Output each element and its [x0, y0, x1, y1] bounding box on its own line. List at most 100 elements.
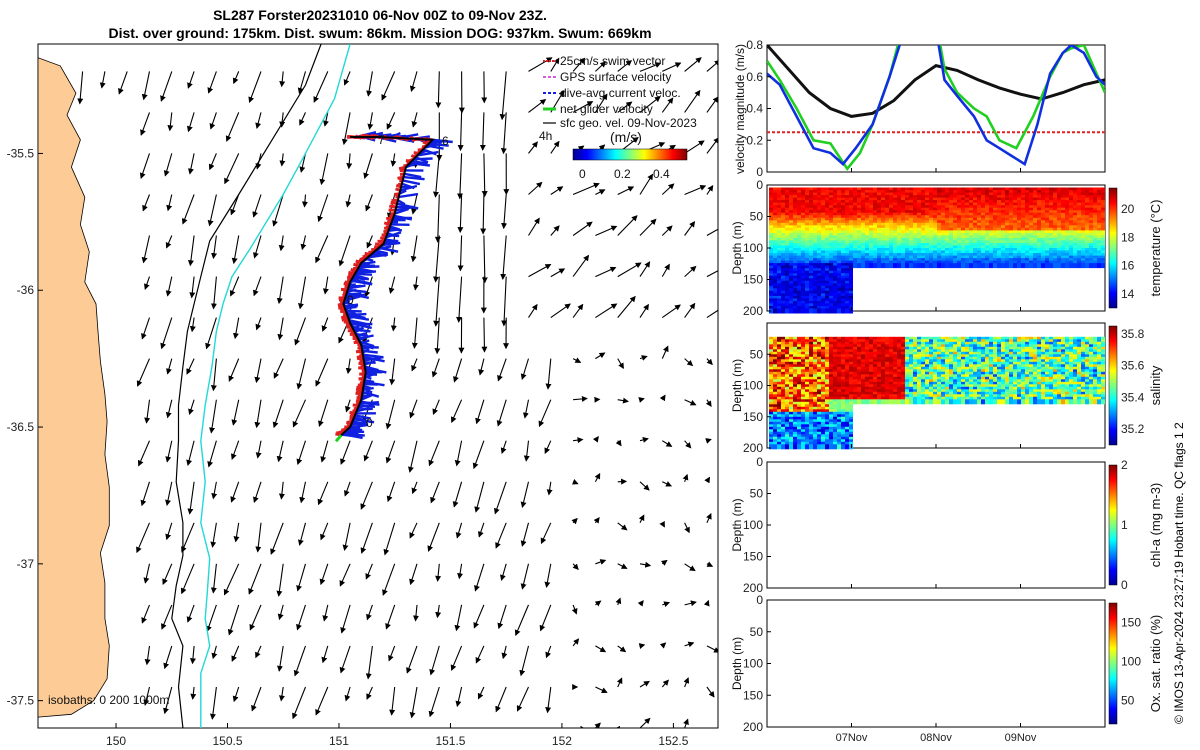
- temperature-section-cell: [1001, 215, 1005, 221]
- temperature-section-cell: [797, 253, 801, 258]
- temperature-section-cell: [809, 303, 813, 309]
- dive-avg-current-vector: [432, 138, 453, 144]
- temperature-section-cell: [1053, 240, 1057, 246]
- temperature-section-cell: [825, 303, 829, 309]
- temperature-section-cell: [933, 190, 937, 195]
- temperature-section-cells: [769, 187, 1105, 314]
- current-vector-arrow: [433, 276, 440, 327]
- dive-avg-current-vector: [356, 407, 369, 413]
- dive-avg-current-vector: [357, 403, 374, 409]
- current-vector-arrow: [292, 686, 307, 720]
- dive-avg-current-vector: [354, 326, 365, 334]
- temperature-section-cell: [777, 190, 781, 195]
- current-vector-arrow: [520, 358, 530, 380]
- temperature-section-cell: [857, 215, 861, 221]
- temperature-section-cell: [965, 227, 969, 233]
- current-vector-arrow: [703, 599, 710, 607]
- temperature-section-cell: [1029, 190, 1033, 195]
- current-vector-arrow: [232, 686, 240, 703]
- temperature-section-cell: [809, 215, 813, 221]
- temperature-section-cell: [797, 308, 801, 314]
- dive-avg-current-vector: [363, 382, 378, 386]
- temperature-section-cell: [885, 253, 889, 258]
- temperature-section-cell: [873, 240, 877, 246]
- temperature-section-cell: [801, 290, 805, 296]
- current-vector-arrow: [327, 727, 328, 728]
- temperature-section-cell: [941, 240, 945, 246]
- temperature-section-cell: [869, 263, 873, 269]
- temperature-section-cell: [889, 240, 893, 246]
- temperature-section-cell: [773, 202, 777, 208]
- temperature-section-cell: [885, 263, 889, 269]
- temperature-section-cell: [833, 290, 837, 296]
- dive-avg-current-vector: [376, 245, 392, 251]
- temperature-section-cell: [793, 290, 797, 296]
- current-vector-arrow: [340, 440, 351, 465]
- current-vector-arrow: [435, 563, 442, 582]
- dive-avg-current-vector: [352, 276, 369, 281]
- temperature-section-cell: [785, 202, 789, 208]
- current-vector-arrow: [406, 645, 418, 674]
- temperature-section-cell: [833, 253, 837, 258]
- current-vector-arrow: [430, 481, 440, 504]
- temperature-section-cell: [865, 215, 869, 221]
- temperature-section-cell: [845, 227, 849, 233]
- temperature-section-cell: [773, 253, 777, 258]
- temperature-section-cell: [1053, 227, 1057, 233]
- temperature-section-cell: [1057, 240, 1061, 246]
- current-vector-arrow: [662, 601, 671, 608]
- current-vector-arrow: [475, 399, 485, 425]
- temperature-section-cell: [853, 253, 857, 258]
- current-vector-arrow: [276, 276, 284, 305]
- temperature-section-cell: [985, 240, 989, 246]
- temperature-section-cell: [1013, 190, 1017, 195]
- temperature-section-cell: [1025, 227, 1029, 233]
- current-vector-arrow: [224, 153, 240, 185]
- current-vector-arrow: [319, 153, 329, 186]
- current-vector-arrow: [411, 112, 418, 128]
- temperature-section-cell: [953, 253, 957, 258]
- temperature-section-cell: [849, 227, 853, 233]
- temperature-section-cell: [961, 227, 965, 233]
- current-vector-arrow: [617, 522, 628, 531]
- current-vector-arrow: [639, 303, 649, 318]
- temperature-section-cell: [897, 202, 901, 208]
- temperature-section-cell: [877, 240, 881, 246]
- current-vector-arrow: [279, 153, 286, 167]
- current-vector-arrow: [323, 112, 329, 127]
- velocity-ytick-label: 0.8: [746, 38, 763, 52]
- temperature-section-ytick-label: 50: [750, 210, 764, 224]
- current-vector-arrow: [540, 522, 552, 545]
- temperature-section-cell: [841, 215, 845, 221]
- temperature-section-cell: [925, 240, 929, 246]
- temperature-section-cell: [973, 263, 977, 269]
- current-vector-arrow: [282, 727, 284, 728]
- temperature-section-cell: [797, 240, 801, 246]
- dive-avg-current-vector: [345, 294, 356, 299]
- temperature-section-cell: [821, 290, 825, 296]
- current-vector-arrow: [684, 185, 707, 196]
- temperature-section-cell: [845, 308, 849, 314]
- current-vector-arrow: [140, 112, 151, 136]
- temperature-section-cell: [845, 253, 849, 258]
- current-vector-arrow: [527, 727, 529, 728]
- temperature-section-cell: [961, 190, 965, 195]
- temperature-section-cell: [821, 265, 825, 271]
- current-vector-arrow: [118, 71, 128, 95]
- temperature-section-cell: [1097, 190, 1101, 195]
- current-vector-arrow: [523, 440, 530, 462]
- current-vector-arrow: [366, 71, 373, 97]
- dive-avg-current-vector: [350, 322, 373, 326]
- swim-vector: [398, 165, 407, 171]
- map-xtick-label: 152.5: [658, 734, 688, 748]
- temperature-section-cell: [785, 240, 789, 246]
- current-vector-arrow: [706, 96, 718, 113]
- current-vector-arrow: [248, 71, 262, 104]
- dive-avg-current-vector: [381, 241, 401, 247]
- temperature-section-cell: [965, 215, 969, 221]
- temperature-section-cell: [997, 202, 1001, 208]
- current-vector-arrow: [457, 235, 464, 272]
- temperature-section-cell: [1021, 202, 1025, 208]
- current-vector-arrow: [572, 254, 590, 277]
- temperature-section-cell: [773, 290, 777, 296]
